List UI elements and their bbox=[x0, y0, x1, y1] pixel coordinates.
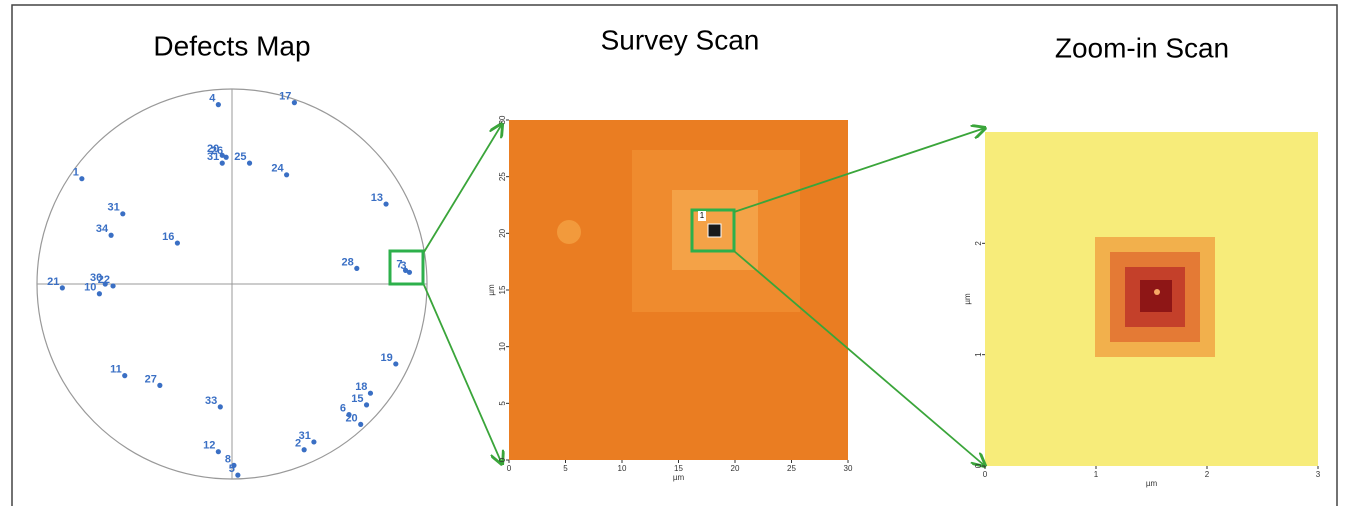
defect-point bbox=[120, 211, 125, 216]
defect-point bbox=[220, 161, 225, 166]
defect-point bbox=[354, 266, 359, 271]
defect-point bbox=[216, 102, 221, 107]
defect-label: 27 bbox=[145, 373, 157, 385]
zoom-image bbox=[985, 132, 1318, 466]
defect-point bbox=[235, 473, 240, 478]
defect-point bbox=[368, 391, 373, 396]
defect-point bbox=[157, 383, 162, 388]
panel-title: Survey Scan bbox=[601, 24, 760, 55]
defect-point bbox=[302, 447, 307, 452]
defect-label: 20 bbox=[345, 412, 357, 424]
y-tick-label: 15 bbox=[498, 285, 507, 294]
defect-point bbox=[311, 439, 316, 444]
defect-point bbox=[175, 240, 180, 245]
defect-point bbox=[284, 172, 289, 177]
x-tick-label: 30 bbox=[844, 464, 853, 473]
defect-label: 34 bbox=[96, 223, 109, 235]
defect-label: 10 bbox=[84, 282, 96, 294]
defect-label: 31 bbox=[207, 151, 219, 163]
y-tick-label: 0 bbox=[974, 463, 983, 468]
defect-label: 25 bbox=[234, 151, 246, 163]
y-axis-label: µm bbox=[963, 293, 972, 305]
defect-label: 4 bbox=[209, 93, 216, 105]
x-tick-label: 25 bbox=[787, 464, 796, 473]
x-axis-label: µm bbox=[673, 473, 685, 482]
panel-title: Zoom-in Scan bbox=[1055, 32, 1229, 63]
defect-point bbox=[109, 233, 114, 238]
x-tick-label: 0 bbox=[507, 464, 512, 473]
survey-image bbox=[509, 120, 848, 460]
defect-point bbox=[97, 291, 102, 296]
defect-point bbox=[79, 176, 84, 181]
x-tick-label: 1 bbox=[1094, 470, 1099, 479]
defect-point bbox=[358, 422, 363, 427]
defect-point bbox=[218, 404, 223, 409]
defect-label: 33 bbox=[205, 395, 217, 407]
defect-point bbox=[122, 373, 127, 378]
defect-point bbox=[60, 285, 65, 290]
x-axis-label: µm bbox=[1146, 479, 1158, 488]
defect-point bbox=[383, 201, 388, 206]
defect-label: 5 bbox=[229, 463, 235, 475]
x-tick-label: 5 bbox=[563, 464, 568, 473]
x-tick-label: 15 bbox=[674, 464, 683, 473]
defect-label: 31 bbox=[108, 202, 120, 214]
defect-label: 15 bbox=[351, 393, 363, 405]
x-tick-label: 10 bbox=[618, 464, 627, 473]
y-tick-label: 5 bbox=[498, 401, 507, 406]
defect-point bbox=[292, 100, 297, 105]
x-tick-label: 3 bbox=[1316, 470, 1321, 479]
defect-point bbox=[407, 270, 412, 275]
defect-label: 1 bbox=[73, 167, 79, 179]
y-tick-label: 30 bbox=[498, 115, 507, 124]
defect-label: 28 bbox=[342, 256, 354, 268]
defect-label: 21 bbox=[47, 276, 59, 288]
y-axis-label: µm bbox=[487, 284, 496, 296]
defect-point bbox=[247, 161, 252, 166]
y-tick-label: 25 bbox=[498, 172, 507, 181]
defect-label: 17 bbox=[279, 91, 291, 103]
y-tick-label: 10 bbox=[498, 342, 507, 351]
defect-point bbox=[110, 283, 115, 288]
defect-label: 11 bbox=[110, 364, 122, 376]
defect-label: 16 bbox=[162, 231, 174, 243]
y-tick-label: 0 bbox=[498, 457, 507, 462]
x-tick-label: 0 bbox=[983, 470, 988, 479]
defect-label: 19 bbox=[381, 352, 393, 364]
defect-point bbox=[224, 155, 229, 160]
x-tick-label: 20 bbox=[731, 464, 740, 473]
defect-label: 18 bbox=[355, 381, 367, 393]
annotation: 1 bbox=[700, 211, 705, 220]
panel-title: Defects Map bbox=[153, 30, 310, 61]
defect-point bbox=[216, 449, 221, 454]
defect-point bbox=[364, 402, 369, 407]
defect-label: 24 bbox=[271, 163, 284, 175]
defect-label: 3 bbox=[400, 260, 406, 272]
y-tick-label: 20 bbox=[498, 228, 507, 237]
y-tick-label: 2 bbox=[974, 241, 983, 246]
defect-point bbox=[393, 361, 398, 366]
x-tick-label: 2 bbox=[1205, 470, 1210, 479]
defect-label: 22 bbox=[98, 274, 110, 286]
defect-label: 12 bbox=[203, 440, 215, 452]
y-tick-label: 1 bbox=[974, 352, 983, 357]
defect-label: 13 bbox=[371, 192, 383, 204]
figure: 1 Defects Map Survey Scan Zoom-in Scan 4… bbox=[0, 0, 1348, 506]
defect-label: 31 bbox=[299, 430, 311, 442]
